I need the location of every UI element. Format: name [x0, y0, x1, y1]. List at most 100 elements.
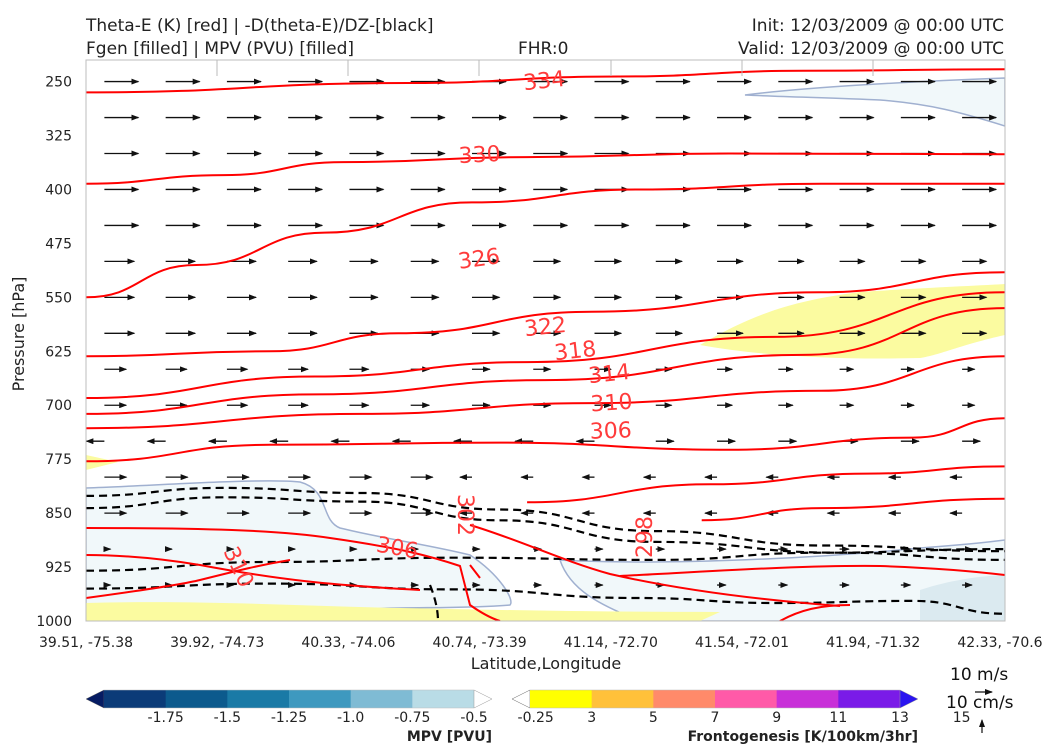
colorbar-segment	[350, 690, 413, 708]
y-axis: 250 325 400 475 550 625 700 775 850 925 1000	[36, 75, 72, 630]
x-tick-label: 39.51, -75.38	[39, 635, 133, 651]
theta-e-label-low: 302	[452, 494, 477, 536]
colorbar-label: 9	[772, 710, 781, 726]
fgen-region-mid	[700, 284, 1005, 359]
colorbar-segment	[104, 690, 167, 708]
theta-e-contour-low	[86, 559, 291, 599]
x-tick-label: 39.92, -74.73	[170, 635, 264, 651]
y-tick-label: 325	[45, 129, 72, 145]
colorbar-segment	[165, 690, 228, 708]
colorbar-label: -0.5	[460, 710, 487, 726]
theta-e-contour-low	[469, 524, 841, 607]
y-axis-label: Pressure [hPa]	[9, 277, 28, 392]
theta-e-contour-low	[779, 604, 851, 621]
mpv-colorbar-title: MPV [PVU]	[407, 729, 492, 745]
valid-time: Valid: 12/03/2009 @ 00:00 UTC	[738, 39, 1004, 59]
colorbar-label: 5	[649, 710, 658, 726]
colorbar-border	[530, 689, 900, 709]
y-tick-label: 925	[45, 560, 72, 576]
fgen-region-left	[86, 455, 118, 470]
stability-contour	[86, 582, 1005, 615]
x-tick-label: 41.54, -72.01	[695, 635, 789, 651]
colorbar-tip	[473, 689, 493, 709]
colorbar-tip	[899, 689, 919, 709]
theta-e-contours	[86, 68, 1005, 621]
mpv-colorbar: -1.75 -1.5 -1.25 -1.0 -0.75 -0.5 -0.25	[85, 689, 554, 726]
stability-contour	[428, 584, 440, 621]
top-ticks	[216, 60, 874, 76]
title-line-2: Fgen [filled] | MPV (PVU) [filled]	[86, 39, 354, 59]
theta-e-label: 310	[590, 390, 634, 418]
colorbar-label: -0.25	[518, 710, 554, 726]
colorbar-segment	[530, 690, 593, 708]
colorbar-label: -1.0	[337, 710, 364, 726]
y-tick-label: 775	[45, 452, 72, 468]
theta-e-label: 326	[457, 244, 502, 275]
mpv-region-far-right	[920, 575, 1005, 621]
vector-scale-vertical: 10 cm/s	[946, 693, 1014, 713]
colorbar-segment	[412, 690, 475, 708]
fgen-colorbar-title: Frontogenesis [K/100km/3hr]	[688, 729, 918, 745]
colorbar-label: 7	[711, 710, 720, 726]
x-axis-label: Latitude,Longitude	[471, 654, 622, 673]
title-line-1: Theta-E (K) [red] | -D(theta-E)/DZ-[blac…	[85, 16, 434, 36]
theta-e-contour	[527, 465, 1005, 504]
y-tick-label: 475	[45, 236, 72, 252]
theta-e-contour	[86, 355, 1005, 430]
fgen-region-low	[86, 602, 720, 621]
theta-e-contour	[701, 497, 1005, 522]
x-tick-label: 41.14, -72.70	[564, 635, 658, 651]
theta-e-contour	[86, 417, 1005, 463]
x-tick-label: 41.94, -71.32	[826, 635, 920, 651]
colorbar-segment	[591, 690, 654, 708]
colorbar-label: -0.75	[394, 710, 430, 726]
colorbar-segment	[776, 690, 839, 708]
colorbar-label: -1.75	[148, 710, 184, 726]
fgen-colorbar: 3 5 7 9 11 13 15	[511, 689, 971, 726]
colorbar-label: 13	[891, 710, 909, 726]
colorbar-segment	[838, 690, 901, 708]
vector-scale-horizontal: 10 m/s	[950, 665, 1008, 685]
colorbar-segment	[227, 690, 290, 708]
colorbar-label: 3	[587, 710, 596, 726]
y-tick-label: 250	[45, 75, 72, 91]
colorbar-border	[104, 689, 474, 709]
theta-e-label: 314	[587, 360, 631, 389]
colorbar-tip	[511, 689, 531, 709]
theta-e-label: 322	[523, 313, 567, 342]
theta-e-contour	[86, 182, 1005, 299]
y-tick-label: 625	[45, 344, 72, 360]
theta-e-contour	[86, 271, 1005, 358]
theta-e-contour-low	[86, 527, 501, 621]
colorbar-label: -1.5	[214, 710, 241, 726]
theta-e-contour-low	[86, 554, 421, 591]
mpv-region-upper	[744, 77, 1005, 127]
theta-e-contour	[86, 152, 1005, 185]
x-tick-label: 42.33, -70.6	[957, 635, 1042, 651]
stability-contour	[86, 548, 1005, 572]
colorbar-segment	[715, 690, 778, 708]
colorbar-label: 15	[953, 710, 971, 726]
colorbar-label: 11	[829, 710, 847, 726]
theta-e-contour	[86, 68, 1005, 94]
theta-e-label: 318	[553, 337, 597, 366]
y-tick-label: 850	[45, 506, 72, 522]
stability-contours	[86, 486, 1005, 621]
x-tick-label: 40.74, -73.39	[433, 635, 527, 651]
colorbar-segment	[653, 690, 716, 708]
colorbar-segment	[289, 690, 352, 708]
plot-frame	[85, 59, 1006, 622]
wind-vectors	[86, 78, 998, 589]
vector-scale: 10 m/s 10 cm/s	[946, 665, 1014, 733]
init-time: Init: 12/03/2009 @ 00:00 UTC	[752, 16, 1004, 36]
theta-e-contour-low	[619, 564, 1005, 577]
theta-e-contour	[86, 291, 1005, 399]
colorbar-label: -1.25	[271, 710, 307, 726]
theta-e-label: 330	[458, 142, 501, 169]
y-tick-label: 400	[45, 182, 72, 198]
theta-e-label-low: 298	[633, 516, 658, 558]
theta-e-label: 306	[589, 418, 632, 444]
stability-contour	[86, 486, 1005, 553]
